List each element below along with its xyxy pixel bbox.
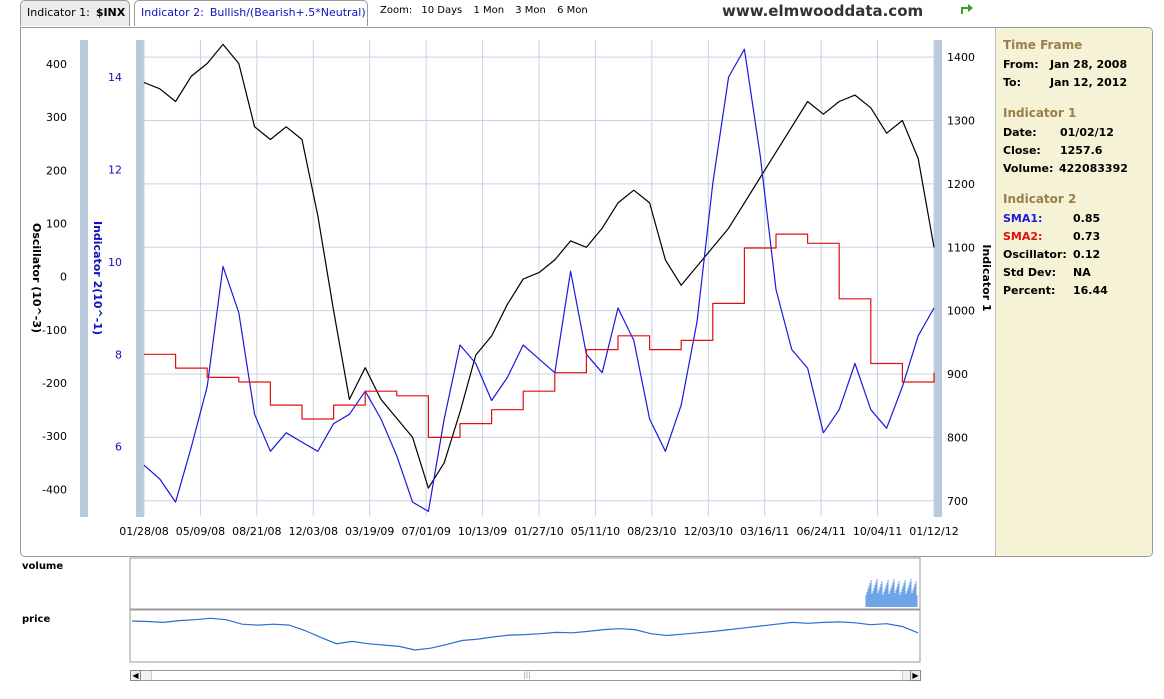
- x-tick-label: 10/13/09: [458, 525, 507, 538]
- zoom-label: Zoom:: [380, 5, 413, 16]
- date-value: 01/02/12: [1060, 126, 1114, 139]
- x-tick-label: 07/01/09: [401, 525, 450, 538]
- navigator-volume-label: volume: [22, 561, 64, 572]
- scroll-left-button[interactable]: ◀: [130, 670, 141, 681]
- oscillator-tick-label: -400: [42, 483, 67, 496]
- date-label: Date:: [1003, 126, 1037, 139]
- site-name: www.elmwooddata.com: [722, 2, 924, 20]
- navigator-scrollbar[interactable]: ◀ ||| ▶: [130, 670, 921, 681]
- x-tick-label: 03/16/11: [740, 525, 789, 538]
- tab-indicator-1-value: $INX: [95, 6, 126, 19]
- zoom-6-mon[interactable]: 6 Mon: [557, 5, 588, 16]
- indicator1-tick-label: 700: [947, 495, 968, 508]
- series-line-3: [144, 233, 935, 438]
- indicator1-tick-label: 800: [947, 431, 968, 444]
- close-label: Close:: [1003, 144, 1041, 157]
- series-line-1: [143, 43, 935, 489]
- indicator1-axis-bar: [934, 40, 942, 517]
- oscillator-tick-label: -100: [42, 324, 67, 337]
- tab-indicator-1-label: Indicator 1:: [27, 6, 90, 19]
- indicator1-tick-label: 1000: [947, 305, 975, 318]
- oscillator-axis-label: Oscillator (10^-3): [30, 223, 43, 333]
- x-tick-label: 08/23/10: [627, 525, 676, 538]
- x-tick-label: 01/27/10: [514, 525, 563, 538]
- x-tick-label: 10/04/11: [853, 525, 902, 538]
- oscillator-axis-bar: [80, 40, 88, 517]
- navigator-volume-box: [129, 557, 921, 610]
- sma2-value: 0.73: [1073, 230, 1101, 243]
- indicator2-tick-label: 6: [115, 441, 122, 454]
- zoom-3-mon[interactable]: 3 Mon: [515, 5, 546, 16]
- indicator1-tick-label: 900: [947, 368, 968, 381]
- indicator2-tick-label: 8: [115, 348, 122, 361]
- x-tick-label: 01/12/12: [909, 525, 958, 538]
- navigator-price-label: price: [22, 614, 51, 625]
- x-tick-label: 05/11/10: [571, 525, 620, 538]
- tab-indicator-1[interactable]: Indicator 1: $INX: [20, 0, 130, 26]
- indicator2-axis-bar: [136, 40, 144, 517]
- to-label: To:: [1003, 76, 1021, 89]
- indicator2-tick-label: 10: [108, 256, 122, 269]
- oscillator-label: Oscillator:: [1003, 248, 1067, 261]
- indicator2-axis-label: Indicator 2(10^-1): [91, 221, 104, 335]
- x-tick-label: 03/19/09: [345, 525, 394, 538]
- x-tick-label: 06/24/11: [796, 525, 845, 538]
- indicator1-tick-label: 1100: [947, 241, 975, 254]
- chart-frame: [20, 27, 1153, 557]
- oscillator-tick-label: 100: [46, 217, 67, 230]
- info-panel: Time Frame From: Jan 28, 2008 To: Jan 12, …: [995, 28, 1152, 556]
- tab-indicator-2-value: Bullish/(Bearish+.5*Neutral): [209, 6, 366, 19]
- refresh-arrow-icon[interactable]: [958, 0, 974, 20]
- indicator2-tick-label: 12: [108, 163, 122, 176]
- tab-indicator-2[interactable]: Indicator 2: Bullish/(Bearish+.5*Neutral): [134, 0, 368, 26]
- sma2-label: SMA2:: [1003, 230, 1043, 243]
- x-tick-label: 12/03/10: [684, 525, 733, 538]
- sma1-label: SMA1:: [1003, 212, 1043, 225]
- series-line-2: [143, 48, 935, 512]
- std-dev-value: NA: [1073, 266, 1091, 279]
- zoom-1-mon[interactable]: 1 Mon: [473, 5, 505, 16]
- x-tick-label: 08/21/08: [232, 525, 281, 538]
- oscillator-tick-label: -200: [42, 377, 67, 390]
- indicator1-tick-label: 1400: [947, 51, 975, 64]
- scroll-thumb[interactable]: |||: [151, 671, 903, 680]
- navigator-price-box: [129, 609, 921, 663]
- indicator1-tick-label: 1200: [947, 178, 975, 191]
- oscillator-tick-label: 0: [60, 271, 67, 284]
- std-dev-label: Std Dev:: [1003, 266, 1057, 279]
- oscillator-tick-label: -300: [42, 430, 67, 443]
- navigator-price-line: [131, 617, 919, 651]
- oscillator-tick-label: 300: [46, 111, 67, 124]
- oscillator-tick-label: 400: [46, 58, 67, 71]
- percent-label: Percent:: [1003, 284, 1056, 297]
- volume-label: Volume:: [1003, 162, 1054, 175]
- indicator-2-title: Indicator 2: [1003, 192, 1077, 206]
- indicator2-tick-label: 14: [108, 71, 122, 84]
- from-value: Jan 28, 2008: [1050, 58, 1128, 71]
- oscillator-tick-label: 200: [46, 164, 67, 177]
- x-tick-label: 05/09/08: [176, 525, 225, 538]
- indicator1-tick-label: 1300: [947, 114, 975, 127]
- oscillator-value: 0.12: [1073, 248, 1101, 261]
- close-value: 1257.6: [1060, 144, 1103, 157]
- percent-value: 16.44: [1073, 284, 1108, 297]
- x-tick-label: 01/28/08: [119, 525, 168, 538]
- tab-indicator-2-label: Indicator 2:: [141, 6, 204, 19]
- indicator1-axis-label: Indicator 1: [980, 244, 993, 311]
- sma1-value: 0.85: [1073, 212, 1101, 225]
- zoom-controls: Zoom: 10 Days 1 Mon 3 Mon 6 Mon: [380, 5, 596, 16]
- scroll-right-button[interactable]: ▶: [910, 670, 921, 681]
- to-value: Jan 12, 2012: [1050, 76, 1128, 89]
- zoom-10-days[interactable]: 10 Days: [421, 5, 463, 16]
- volume-value: 422083392: [1059, 162, 1128, 175]
- from-label: From:: [1003, 58, 1039, 71]
- timeframe-title: Time Frame: [1003, 38, 1083, 52]
- x-tick-label: 12/03/08: [289, 525, 338, 538]
- indicator-1-title: Indicator 1: [1003, 106, 1077, 120]
